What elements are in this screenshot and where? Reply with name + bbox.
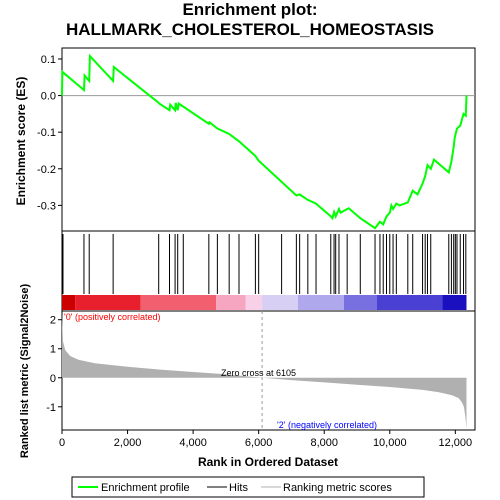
x-tick-label: 8,000 (310, 437, 338, 449)
x-tick-label: 4,000 (179, 437, 207, 449)
rank-color-segment (245, 295, 263, 310)
metric-y-tick-label: 1 (50, 344, 56, 356)
hit-marks (62, 234, 467, 294)
negative-label: '2' (negatively correlated) (277, 420, 377, 430)
x-ticks: 0 2,000 4,000 6,000 8,000 10,000 12,000 (59, 430, 472, 449)
x-tick-label: 6,000 (245, 437, 273, 449)
es-y-ticks: 0.1 0.0 -0.1 -0.2 -0.3 (37, 54, 62, 212)
legend-metric-label: Ranking metric scores (283, 482, 392, 494)
chart-title-line1: Enrichment plot: (182, 0, 318, 19)
rank-color-segment (343, 295, 377, 310)
zero-cross-label: Zero cross at 6105 (221, 368, 296, 378)
es-y-tick-label: 0.0 (41, 91, 56, 103)
rank-color-bar (62, 295, 467, 310)
es-y-tick-label: -0.1 (37, 127, 56, 139)
rank-color-segment (140, 295, 217, 310)
rank-color-segment (376, 295, 443, 310)
rank-color-segment (298, 295, 344, 310)
metric-y-tick-label: 0 (50, 373, 56, 385)
x-tick-label: 10,000 (373, 437, 407, 449)
legend-box (71, 476, 425, 498)
rank-color-segment (62, 295, 76, 310)
chart-title: Enrichment plot: HALLMARK_CHOLESTEROL_HO… (0, 0, 500, 40)
x-axis-label: Rank in Ordered Dataset (198, 455, 338, 469)
x-tick-label: 2,000 (114, 437, 142, 449)
rank-color-segment (442, 295, 467, 310)
ranking-metric-area (62, 313, 467, 429)
metric-y-tick-label: 2 (50, 315, 56, 327)
legend-hits-label: Hits (229, 482, 248, 494)
enrichment-profile-line (61, 53, 468, 230)
rank-color-segment (75, 295, 141, 310)
es-plot-area (61, 47, 476, 232)
positive-label: '0' (positively correlated) (64, 312, 160, 322)
x-tick-label: 0 (59, 437, 65, 449)
rank-color-segment (262, 295, 298, 310)
es-y-tick-label: 0.1 (41, 54, 56, 66)
legend-enrichment-label: Enrichment profile (101, 482, 190, 494)
metric-y-axis-label: Ranked list metric (Signal2Noise) (19, 284, 31, 459)
es-y-tick-label: -0.3 (37, 200, 56, 212)
metric-y-tick-label: -1 (46, 402, 56, 414)
es-y-tick-label: -0.2 (37, 164, 56, 176)
chart-title-line2: HALLMARK_CHOLESTEROL_HOMEOSTASIS (65, 20, 435, 39)
rank-color-segment (216, 295, 246, 310)
es-y-axis-label: Enrichment score (ES) (14, 77, 28, 206)
metric-y-ticks: 2 1 0 -1 (46, 315, 62, 414)
x-tick-label: 12,000 (439, 437, 473, 449)
